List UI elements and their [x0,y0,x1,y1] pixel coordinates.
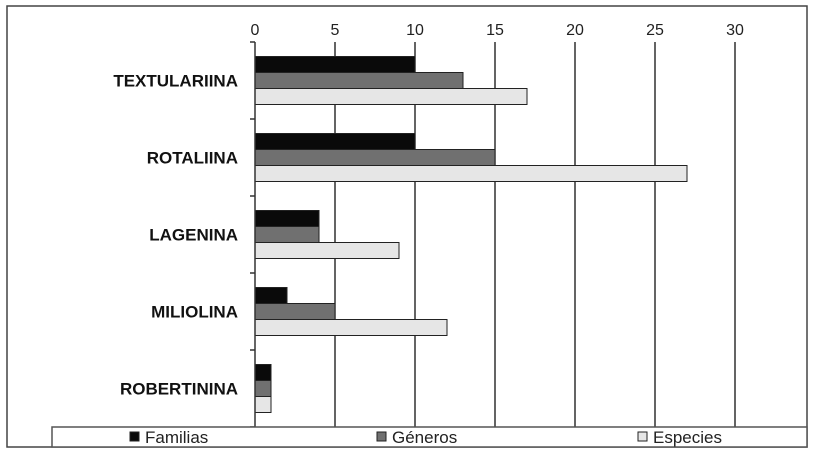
bar-rotaliina-familias [254,133,416,150]
bar-textulariina-especies [254,88,528,105]
bar-miliolina-géneros [254,303,336,320]
category-label: LAGENINA [149,226,238,245]
x-tick-label: 25 [646,22,664,39]
category-label: ROBERTININA [120,380,238,399]
x-tick-label: 15 [486,22,504,39]
bar-rotaliina-géneros [254,149,496,166]
category-label: MILIOLINA [151,303,238,322]
x-tick-label: 20 [566,22,584,39]
bar-lagenina-géneros [254,226,320,243]
legend-label: Familias [145,428,208,447]
category-label: TEXTULARIINA [113,72,238,91]
bar-textulariina-géneros [254,72,464,89]
legend-box [51,426,808,448]
x-tick-label: 5 [331,22,340,39]
category-label: ROTALIINA [147,149,238,168]
bar-lagenina-familias [254,210,320,227]
legend-label: Géneros [392,428,457,447]
legend-swatch-géneros [376,431,387,442]
gridlines [334,42,736,427]
x-tick-label: 10 [406,22,424,39]
bar-robertinina-especies [254,396,272,413]
bar-textulariina-familias [254,56,416,73]
category-labels: TEXTULARIINA ROTALIINA LAGENINA MILIOLINA RO… [113,72,238,399]
legend: Familias Géneros Especies [129,428,722,447]
bar-robertinina-familias [254,364,272,381]
legend-swatch-especies [637,431,648,442]
bars [254,56,688,413]
bar-rotaliina-especies [254,165,688,182]
bar-miliolina-especies [254,319,448,336]
legend-label: Especies [653,428,722,447]
bar-lagenina-especies [254,242,400,259]
value-tick-labels: 0 5 10 15 20 25 30 [251,22,744,39]
bar-miliolina-familias [254,287,288,304]
bar-robertinina-géneros [254,380,272,397]
legend-swatch-familias [129,431,140,442]
x-tick-label: 0 [251,22,260,39]
x-tick-label: 30 [726,22,744,39]
